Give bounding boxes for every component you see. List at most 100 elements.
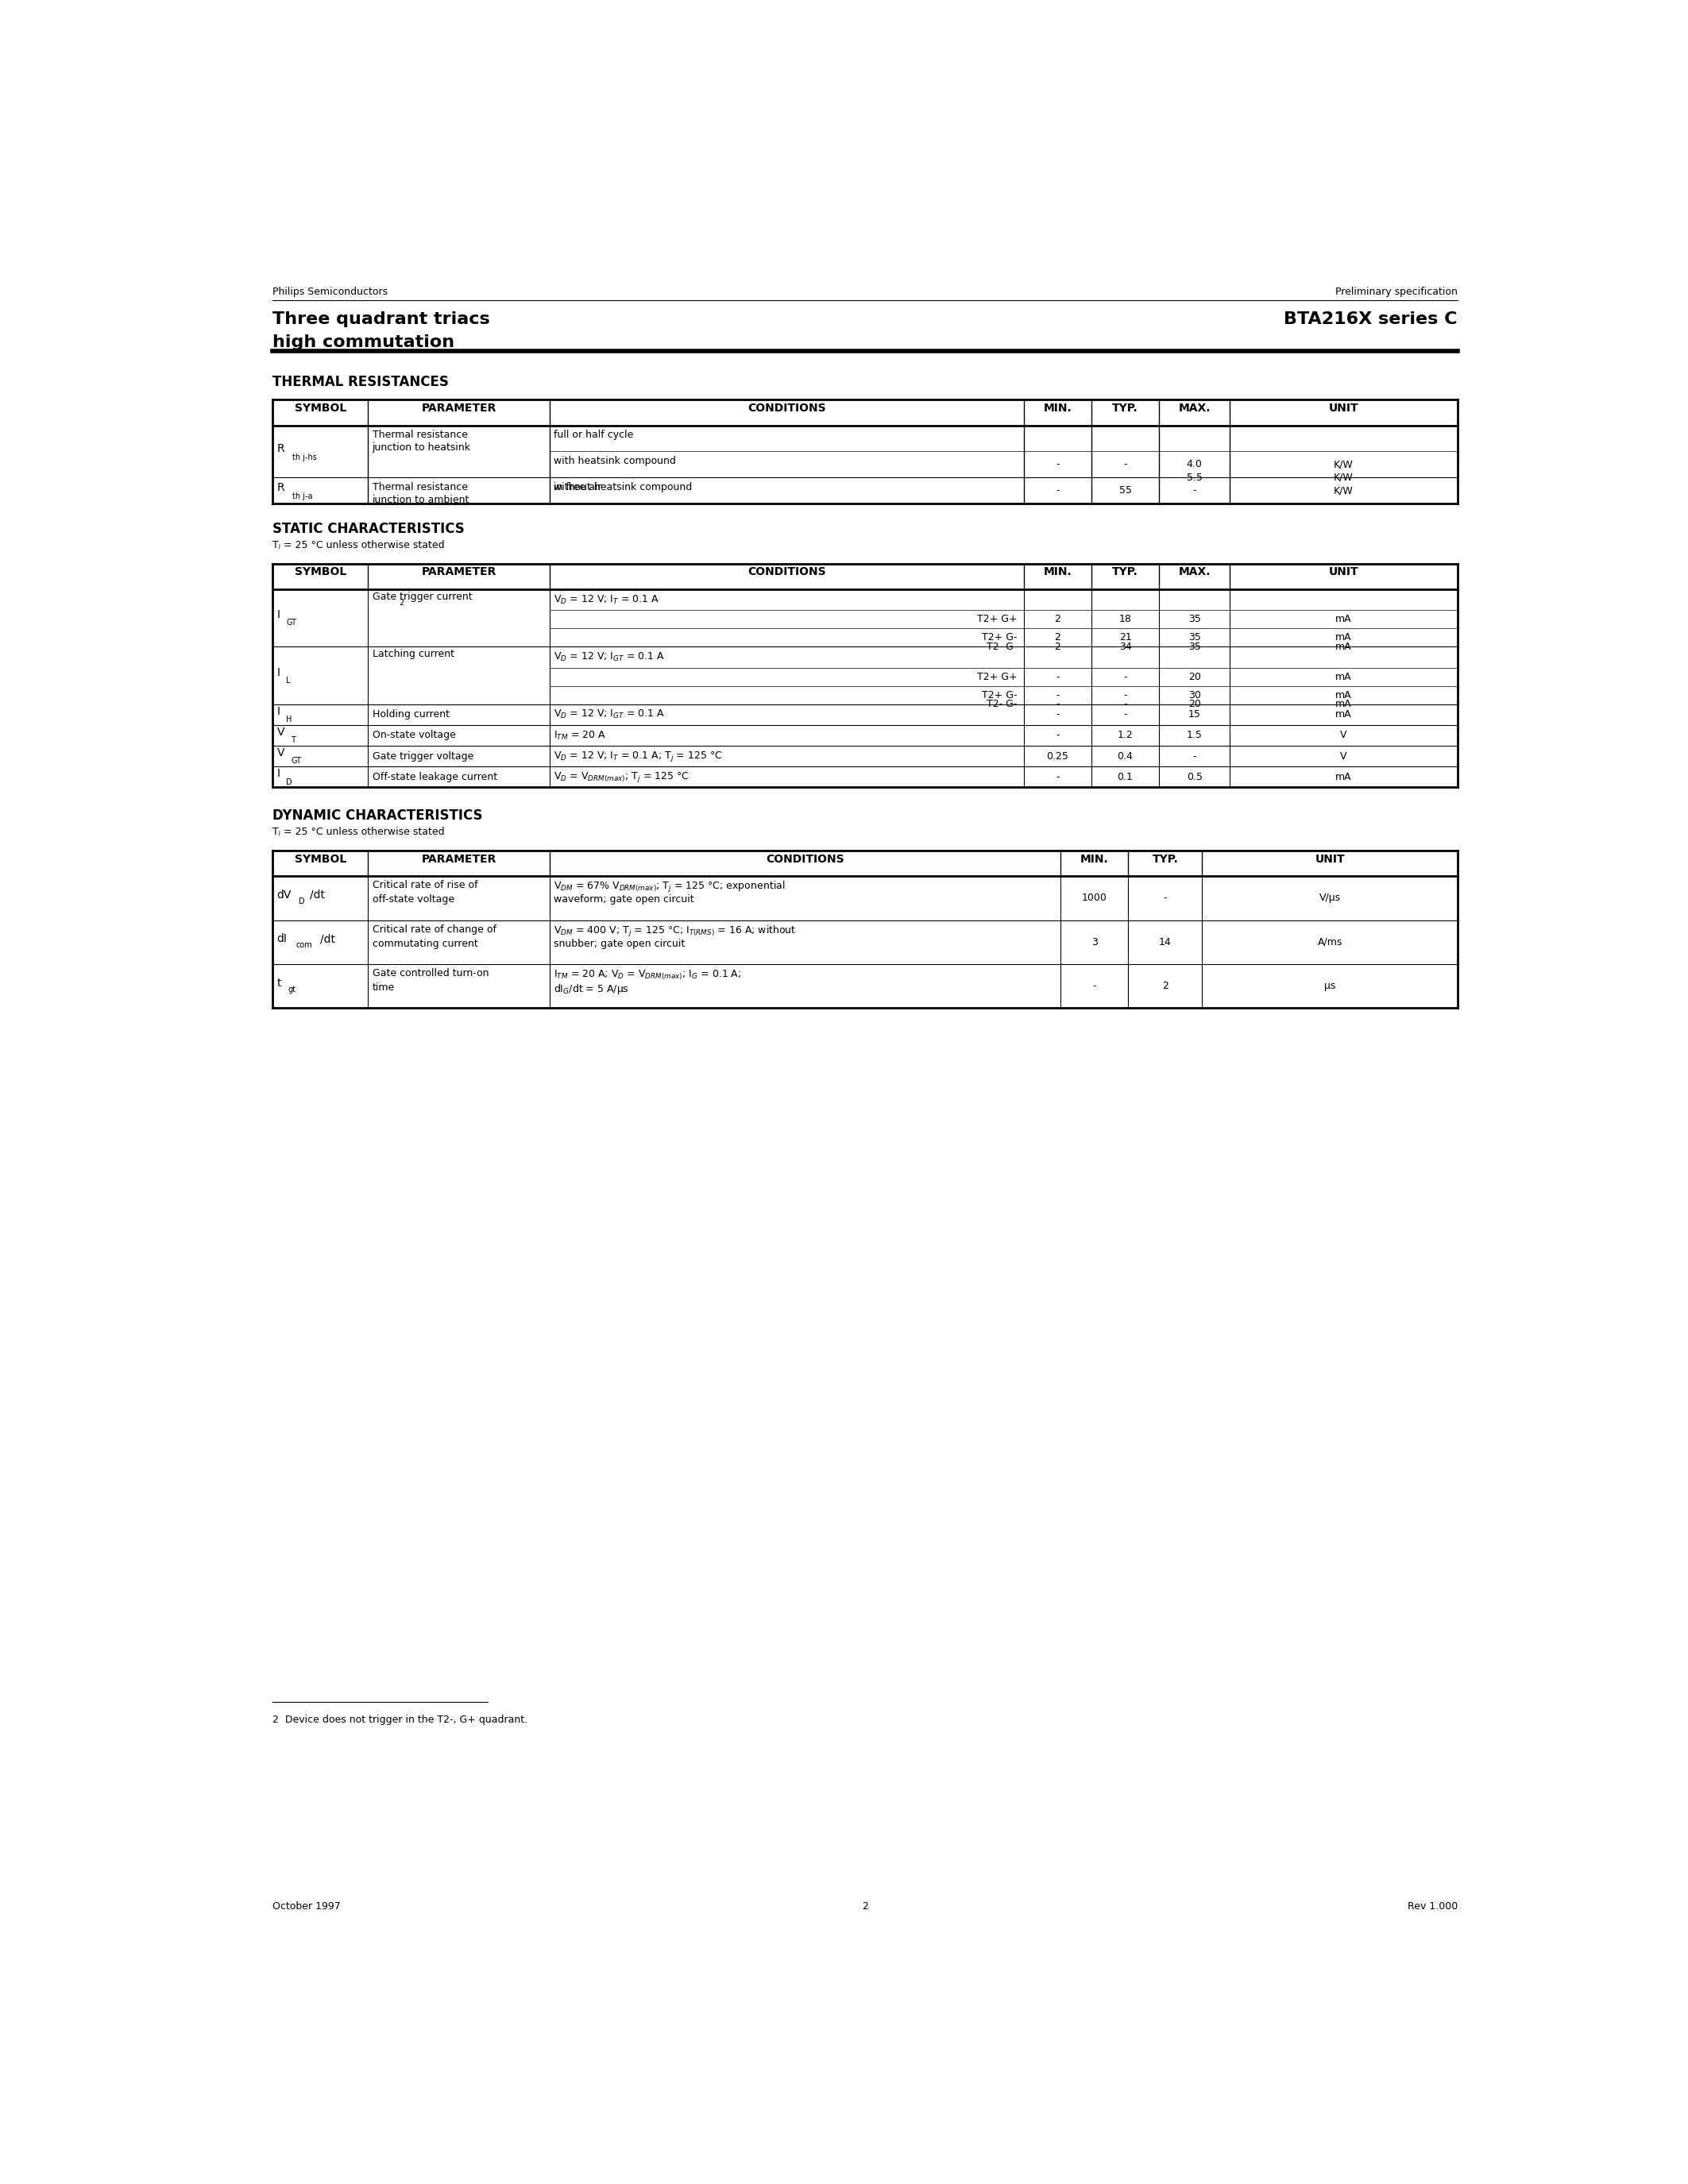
Text: junction to ambient: junction to ambient [373,494,469,505]
Text: Gate controlled turn-on: Gate controlled turn-on [373,968,488,978]
Text: 2  Device does not trigger in the T2-, G+ quadrant.: 2 Device does not trigger in the T2-, G+… [272,1714,528,1725]
Text: Off-state leakage current: Off-state leakage current [373,771,496,782]
Text: Critical rate of change of: Critical rate of change of [373,924,496,935]
Text: 4.0: 4.0 [1187,459,1202,470]
Text: with heatsink compound: with heatsink compound [554,456,677,465]
Text: -: - [1124,699,1128,710]
Text: junction to heatsink: junction to heatsink [373,443,471,452]
Text: T2- G-: T2- G- [987,642,1018,651]
Text: K/W: K/W [1334,459,1354,470]
Text: V$_D$ = 12 V; I$_{GT}$ = 0.1 A: V$_D$ = 12 V; I$_{GT}$ = 0.1 A [554,651,665,664]
Text: -: - [1163,893,1166,904]
Text: T2+ G+: T2+ G+ [977,614,1018,625]
Text: 5.5: 5.5 [1187,472,1202,483]
Text: CONDITIONS: CONDITIONS [748,566,825,579]
Text: mA: mA [1335,614,1352,625]
Text: PARAMETER: PARAMETER [422,402,496,413]
Text: -: - [1124,472,1128,483]
Text: -: - [1193,485,1197,496]
Text: gt: gt [289,985,295,994]
Text: MAX.: MAX. [1178,566,1210,579]
Text: THERMAL RESISTANCES: THERMAL RESISTANCES [272,376,449,389]
Text: DYNAMIC CHARACTERISTICS: DYNAMIC CHARACTERISTICS [272,808,483,823]
Text: Gate trigger voltage: Gate trigger voltage [373,751,473,762]
Text: high commutation: high commutation [272,334,454,349]
Text: V: V [277,747,284,758]
Text: V$_D$ = V$_{DRM(max)}$; T$_j$ = 125 °C: V$_D$ = V$_{DRM(max)}$; T$_j$ = 125 °C [554,771,690,784]
Text: -: - [1055,485,1060,496]
Text: Critical rate of rise of: Critical rate of rise of [373,880,478,891]
Text: -: - [1055,771,1060,782]
Text: Rev 1.000: Rev 1.000 [1408,1900,1458,1911]
Text: 35: 35 [1188,633,1200,642]
Text: I$_{TM}$ = 20 A: I$_{TM}$ = 20 A [554,729,606,740]
Text: Gate trigger current: Gate trigger current [373,592,473,603]
Text: CONDITIONS: CONDITIONS [766,854,844,865]
Text: 1.2: 1.2 [1117,729,1133,740]
Text: dI$_G$/dt = 5 A/μs: dI$_G$/dt = 5 A/μs [554,983,630,996]
Text: MIN.: MIN. [1043,402,1072,413]
Text: Latching current: Latching current [373,649,454,660]
Text: mA: mA [1335,710,1352,721]
Text: mA: mA [1335,771,1352,782]
Text: 2: 2 [398,598,403,607]
Text: 0.5: 0.5 [1187,771,1202,782]
Text: I: I [277,609,280,620]
Text: 2: 2 [1161,981,1168,992]
Text: R: R [277,483,285,494]
Text: 2: 2 [1055,614,1060,625]
Text: 2: 2 [1055,642,1060,651]
Text: 35: 35 [1188,642,1200,651]
Text: R: R [277,443,285,454]
Text: Preliminary specification: Preliminary specification [1335,286,1458,297]
Text: D: D [299,898,306,904]
Text: -: - [1092,981,1096,992]
Text: in free air: in free air [554,483,603,491]
Text: mA: mA [1335,699,1352,710]
Text: -: - [1124,459,1128,470]
Text: -: - [1055,472,1060,483]
Text: K/W: K/W [1334,472,1354,483]
Text: V$_D$ = 12 V; I$_T$ = 0.1 A: V$_D$ = 12 V; I$_T$ = 0.1 A [554,594,660,605]
Text: A/ms: A/ms [1317,937,1342,948]
Text: -: - [1055,459,1060,470]
Text: GT: GT [290,758,302,764]
Text: full or half cycle: full or half cycle [554,430,633,439]
Text: Tⱼ = 25 °C unless otherwise stated: Tⱼ = 25 °C unless otherwise stated [272,828,444,836]
Text: -: - [1124,670,1128,681]
Text: Philips Semiconductors: Philips Semiconductors [272,286,388,297]
Text: D: D [285,778,292,786]
Text: Thermal resistance: Thermal resistance [373,483,468,491]
Text: /dt: /dt [309,889,324,900]
Text: UNIT: UNIT [1328,566,1359,579]
Text: -: - [1124,710,1128,721]
Text: T2+ G-: T2+ G- [982,633,1018,642]
Text: th j-hs: th j-hs [292,454,317,461]
Text: H: H [285,716,292,723]
Text: TYP.: TYP. [1112,402,1138,413]
Text: com: com [295,941,312,950]
Text: PARAMETER: PARAMETER [422,854,496,865]
Text: Three quadrant triacs: Three quadrant triacs [272,310,490,328]
Text: commutating current: commutating current [373,939,478,948]
Text: -: - [1055,699,1060,710]
Text: -: - [1055,670,1060,681]
Text: waveform; gate open circuit: waveform; gate open circuit [554,895,694,904]
Text: 3: 3 [1090,937,1097,948]
Text: Holding current: Holding current [373,710,449,721]
Text: I: I [277,705,280,716]
Text: V/μs: V/μs [1318,893,1340,904]
Text: -: - [1055,690,1060,701]
Text: 20: 20 [1188,699,1200,710]
Text: mA: mA [1335,642,1352,651]
Text: V: V [277,727,284,738]
Text: Thermal resistance: Thermal resistance [373,430,468,439]
Text: dV: dV [277,889,292,900]
Text: T2+ G-: T2+ G- [982,690,1018,701]
Text: GT: GT [285,618,297,627]
Text: dI: dI [277,933,287,946]
Text: 2: 2 [1055,633,1060,642]
Text: mA: mA [1335,670,1352,681]
Text: UNIT: UNIT [1328,402,1359,413]
Text: 1.5: 1.5 [1187,729,1202,740]
